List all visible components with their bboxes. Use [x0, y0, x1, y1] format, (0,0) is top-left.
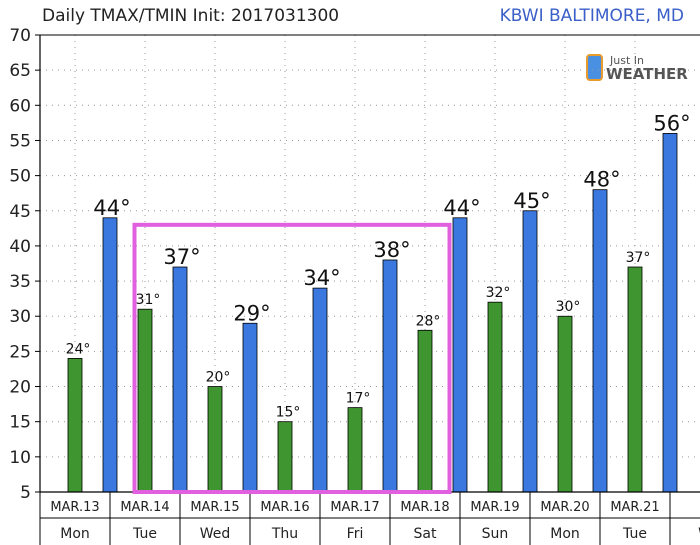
bar-tmin	[557, 315, 573, 493]
y-tick-label: 10	[9, 448, 31, 468]
bar-tmax	[312, 287, 328, 493]
y-tick-label: 20	[9, 378, 31, 398]
bar-tmax	[662, 133, 678, 493]
bar-tmax	[172, 266, 188, 493]
x-date-label: MAR.16	[260, 500, 309, 515]
y-tick-label: 5	[20, 483, 31, 503]
y-tick-label: 25	[9, 342, 31, 362]
data-label-tmax: 29°	[233, 301, 270, 325]
grid	[40, 34, 700, 492]
y-tick-label: 40	[9, 237, 31, 257]
station-label: KBWI BALTIMORE, MD	[500, 6, 684, 26]
data-label-tmax: 48°	[583, 168, 620, 192]
bar-tmin	[627, 266, 643, 493]
x-date-label: MAR.17	[330, 500, 379, 515]
bars	[67, 133, 678, 493]
highlight-rectangle	[132, 222, 452, 494]
x-weekday-label: W	[698, 526, 700, 542]
bar-tmin	[137, 308, 153, 493]
bar-tmin	[347, 407, 363, 493]
x-date-label: MAR.13	[50, 500, 99, 515]
data-label-tmin: 15°	[276, 405, 301, 421]
bar-tmax	[592, 189, 608, 493]
bar-tmin	[277, 421, 293, 493]
data-label-tmax: 56°	[653, 111, 690, 135]
highlight-box	[132, 222, 452, 494]
bar-tmax	[522, 210, 538, 493]
x-date-label: MAR.14	[120, 500, 169, 515]
phone-icon	[586, 54, 603, 81]
x-weekday-label: Sat	[414, 526, 437, 542]
data-label-tmax: 44°	[93, 196, 130, 220]
x-date-label: MAR.15	[190, 500, 239, 515]
bar-tmax	[242, 322, 258, 493]
bar-tmax	[452, 217, 468, 493]
data-label-tmin: 17°	[346, 391, 371, 407]
y-tick-label: 65	[9, 61, 31, 81]
data-label-tmin: 31°	[136, 292, 161, 308]
bar-labels: 44° 37° 29° 34° 38° 44° 45° 48° 56° 24° 31° 20° 15° 1…	[66, 111, 691, 420]
x-weekday-label: Tue	[622, 526, 647, 542]
y-tick-label: 15	[9, 413, 31, 433]
x-date-label: MAR.18	[400, 500, 449, 515]
data-label-tmin: 20°	[206, 370, 231, 386]
bar-tmax	[102, 217, 118, 493]
data-label-tmin: 37°	[626, 250, 651, 266]
data-label-tmax: 37°	[163, 245, 200, 269]
bar-tmin	[67, 358, 83, 493]
data-label-tmax: 38°	[373, 238, 410, 262]
y-tick-label: 70	[9, 26, 31, 46]
x-weekday-label: Wed	[200, 526, 231, 542]
x-weekday-label: Tue	[132, 526, 157, 542]
y-tick-label: 50	[9, 167, 31, 187]
bar-tmax	[382, 259, 398, 493]
y-tick-label: 60	[9, 96, 31, 116]
x-weekday-label: Sun	[482, 526, 509, 542]
bar-tmin	[417, 329, 433, 493]
bar-tmin	[207, 386, 223, 493]
x-weekday-label: Mon	[550, 526, 580, 542]
data-label-tmin: 32°	[486, 285, 511, 301]
x-date-label: MAR.19	[470, 500, 519, 515]
y-tick-label: 30	[9, 307, 31, 327]
x-weekday-label: Thu	[271, 526, 298, 542]
data-label-tmin: 28°	[416, 313, 441, 329]
x-weekday-label: Mon	[60, 526, 90, 542]
logo-line2: WEATHER	[606, 65, 688, 83]
data-label-tmax: 44°	[443, 196, 480, 220]
data-label-tmin: 30°	[556, 299, 581, 315]
data-label-tmax: 34°	[303, 266, 340, 290]
data-label-tmax: 45°	[513, 189, 550, 213]
x-weekday-label: Fri	[347, 526, 364, 542]
bar-tmin	[487, 301, 503, 493]
x-date-label: MAR.21	[610, 500, 659, 515]
x-date-label: MAR.20	[540, 500, 589, 515]
y-tick-label: 35	[9, 272, 31, 292]
chart-title: Daily TMAX/TMIN Init: 2017031300	[42, 6, 339, 26]
y-tick-label: 55	[9, 131, 31, 151]
logo: Just In WEATHER	[586, 54, 688, 83]
y-tick-label: 45	[9, 202, 31, 222]
data-label-tmin: 24°	[66, 341, 91, 357]
logo-line1: Just In	[609, 54, 644, 67]
